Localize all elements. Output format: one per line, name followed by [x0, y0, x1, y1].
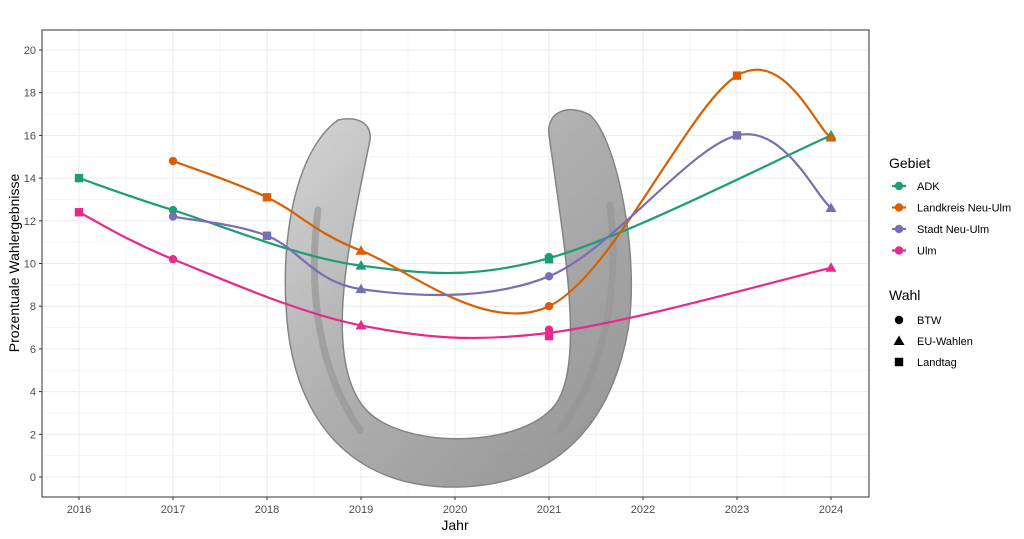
legend-shape-marker: [894, 315, 904, 325]
data-point: [355, 245, 367, 255]
data-point: [825, 132, 837, 142]
series-markers: [74, 71, 837, 341]
legend-gebiet-items: ADK Landkreis Neu-Ulm Stadt Neu-Ulm Ulm: [892, 181, 1011, 258]
x-axis-title: Jahr: [441, 517, 469, 533]
x-tick-label: 2017: [161, 504, 185, 516]
legend-key-marker: [894, 224, 904, 234]
y-axis: 0 2 4 6 8 10 12 14 16 18 20: [24, 45, 42, 484]
legend-wahl-items: BTW EU-Wahlen Landtag: [893, 315, 973, 369]
data-point: [825, 202, 837, 212]
series-line: [78, 211, 832, 340]
y-tick-label: 16: [24, 130, 36, 142]
legend-item-label: Stadt Neu-Ulm: [917, 224, 989, 236]
y-tick-label: 2: [30, 429, 36, 441]
legend-title-wahl: Wahl: [889, 287, 920, 303]
legend-shape-marker: [893, 335, 905, 345]
data-point: [544, 255, 554, 264]
legend-item-label: EU-Wahlen: [917, 336, 973, 348]
data-point: [262, 231, 272, 240]
data-point: [544, 325, 554, 334]
x-tick-label: 2018: [255, 504, 279, 516]
data-point: [74, 173, 84, 183]
x-axis: 2016 2017 2018 2019 2020 2021 2022 2023 2024: [67, 497, 843, 516]
legend-title-gebiet: Gebiet: [889, 155, 930, 171]
data-point: [544, 331, 554, 341]
y-axis-title: Prozentuale Wahlergebnisse: [6, 174, 22, 353]
y-tick-label: 10: [24, 259, 36, 271]
x-tick-label: 2019: [349, 504, 373, 516]
legend-shape-marker: [894, 357, 904, 367]
x-tick-label: 2021: [537, 504, 561, 516]
legend-item-label: Landtag: [917, 357, 957, 369]
y-tick-label: 14: [24, 173, 36, 185]
data-point: [732, 131, 742, 140]
data-point: [168, 212, 178, 221]
x-tick-label: 2024: [819, 504, 843, 516]
data-point: [825, 262, 837, 272]
y-tick-label: 12: [24, 216, 36, 228]
y-tick-label: 0: [30, 472, 36, 484]
x-tick-label: 2020: [443, 504, 467, 516]
legend: Gebiet ADK Landkreis Neu-Ulm Stadt Neu-Ulm…: [889, 155, 1011, 369]
x-tick-label: 2022: [631, 504, 655, 516]
x-tick-label: 2023: [725, 504, 749, 516]
data-point: [355, 260, 367, 270]
y-tick-label: 18: [24, 88, 36, 100]
data-point: [355, 283, 367, 294]
data-point: [544, 272, 554, 281]
legend-item-label: ADK: [917, 181, 940, 193]
x-tick-label: 2016: [67, 504, 91, 516]
legend-key-marker: [894, 203, 904, 212]
horseshoe-shape: [284, 108, 633, 488]
data-point: [168, 255, 178, 264]
data-point: [732, 71, 742, 80]
y-tick-label: 8: [30, 301, 36, 313]
legend-key-marker: [894, 181, 904, 191]
legend-item-label: Ulm: [917, 246, 937, 258]
data-point: [355, 319, 367, 330]
y-tick-label: 6: [30, 344, 36, 356]
legend-item-label: BTW: [917, 315, 942, 327]
data-point: [262, 193, 272, 202]
data-point: [544, 302, 554, 311]
y-tick-label: 4: [30, 387, 36, 399]
y-tick-label: 20: [24, 45, 36, 57]
legend-item-label: Landkreis Neu-Ulm: [917, 203, 1011, 215]
legend-key-marker: [894, 246, 904, 255]
data-point: [168, 205, 178, 215]
data-point: [74, 208, 84, 217]
data-point: [168, 156, 178, 166]
